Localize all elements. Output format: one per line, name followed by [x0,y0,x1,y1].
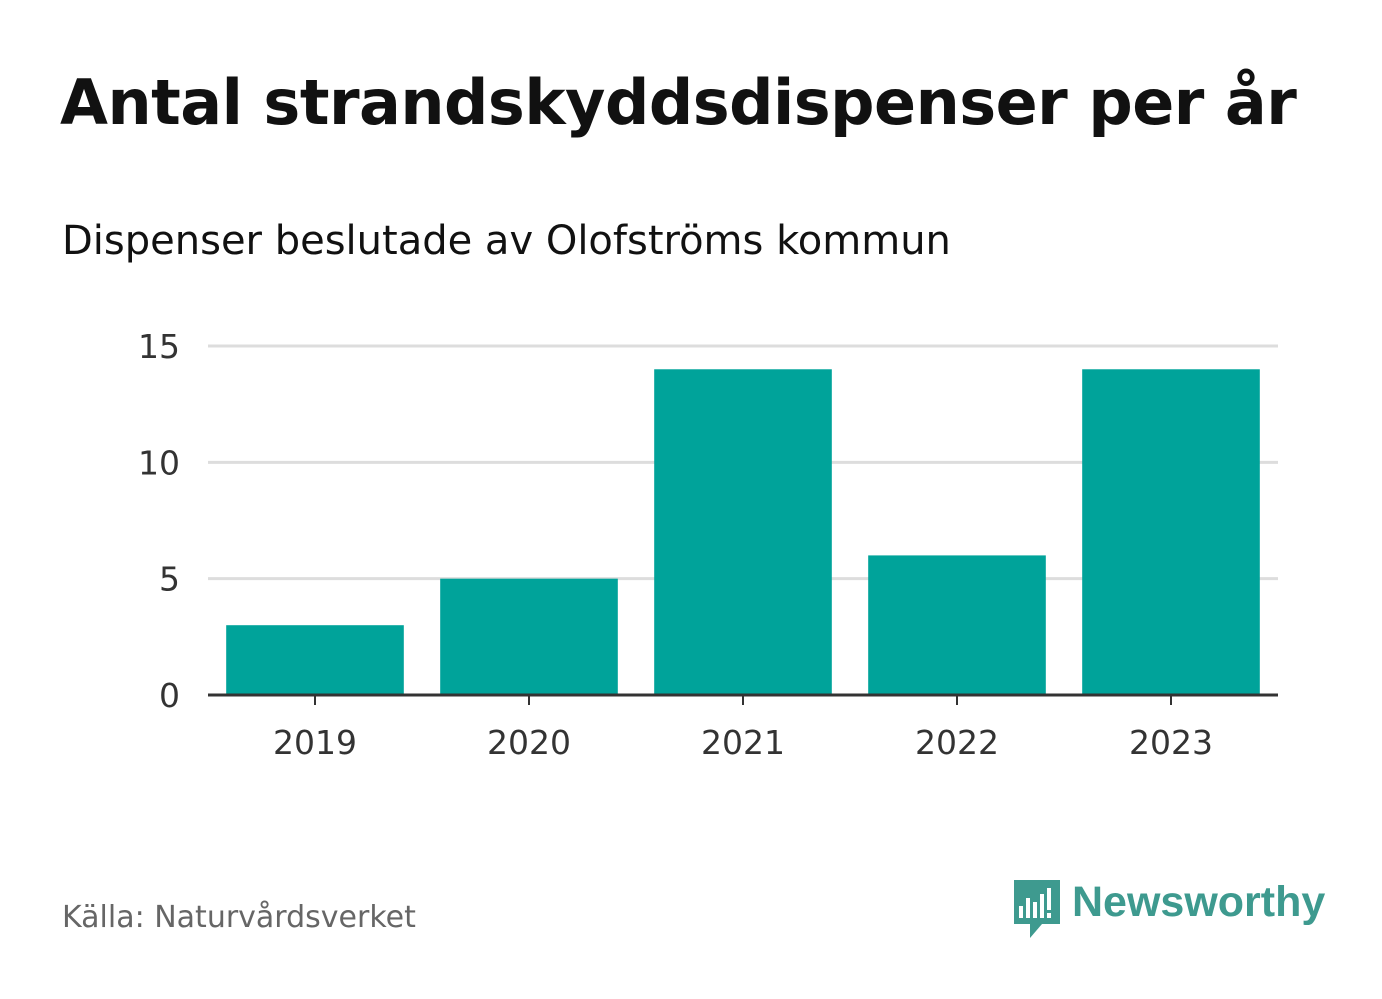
chart-title: Antal strandskyddsdispenser per år [60,66,1297,139]
y-tick-label: 10 [138,443,180,482]
source-note: Källa: Naturvårdsverket [62,900,416,935]
x-tick-label: 2021 [701,723,785,762]
y-tick-label: 5 [159,560,180,599]
bar-2023 [1082,369,1260,695]
x-tick-label: 2019 [273,723,357,762]
x-tick-label: 2020 [487,723,571,762]
logo-text: Newsworthy [1072,878,1326,926]
x-tick-label: 2022 [915,723,999,762]
bar-2022 [868,555,1046,695]
bar-2020 [440,578,618,695]
newsworthy-logo-icon [1014,880,1060,938]
y-tick-label: 15 [138,327,180,366]
newsworthy-logo: Newsworthy [1012,878,1326,940]
y-tick-label: 0 [159,676,180,715]
x-tick-label: 2023 [1129,723,1213,762]
chart-subtitle: Dispenser beslutade av Olofströms kommun [62,218,951,264]
bar-2021 [654,369,832,695]
bar-2019 [226,625,404,695]
